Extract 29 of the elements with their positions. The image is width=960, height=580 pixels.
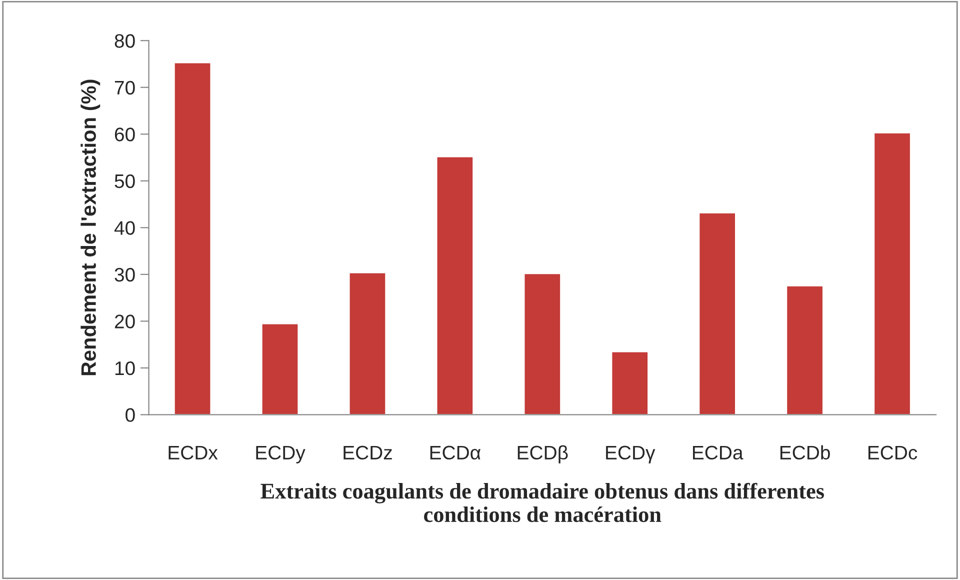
y-axis-title: Rendement de l'extraction (%) bbox=[80, 80, 100, 376]
y-tick-label: 70 bbox=[114, 80, 135, 95]
bar bbox=[873, 132, 912, 415]
y-tick-label: 10 bbox=[115, 361, 135, 376]
bar bbox=[523, 272, 562, 415]
y-tick-label: 0 bbox=[126, 408, 135, 422]
x-tick-label: ECDβ bbox=[518, 445, 568, 464]
x-tick-label: ECDγ bbox=[606, 446, 656, 464]
bar bbox=[260, 322, 300, 415]
x-tick-label: ECDx bbox=[168, 446, 218, 460]
x-axis-title: Extraits coagulants de dromadaire obtenus dans differentes conditions de macération bbox=[260, 482, 824, 522]
bar bbox=[610, 350, 649, 415]
y-tick-label: 60 bbox=[114, 128, 135, 142]
y-tick-label: 20 bbox=[114, 314, 135, 328]
bar bbox=[786, 284, 824, 415]
y-tick-label: 40 bbox=[114, 221, 135, 235]
y-tick-label: 30 bbox=[114, 268, 135, 282]
x-tick-label: ECDα bbox=[430, 446, 481, 460]
x-tick-label: ECDc bbox=[868, 446, 918, 460]
x-tick-label: ECDb bbox=[780, 445, 830, 460]
y-tick-label: 80 bbox=[114, 34, 135, 48]
x-tick-label: ECDy bbox=[256, 446, 306, 464]
bar bbox=[173, 62, 212, 415]
x-tick-label: ECDz bbox=[344, 446, 392, 460]
bar bbox=[348, 272, 387, 415]
x-tick-label: ECDa bbox=[692, 446, 744, 460]
y-tick-label: 50 bbox=[114, 174, 135, 188]
bar bbox=[698, 212, 736, 415]
bar bbox=[436, 156, 474, 415]
